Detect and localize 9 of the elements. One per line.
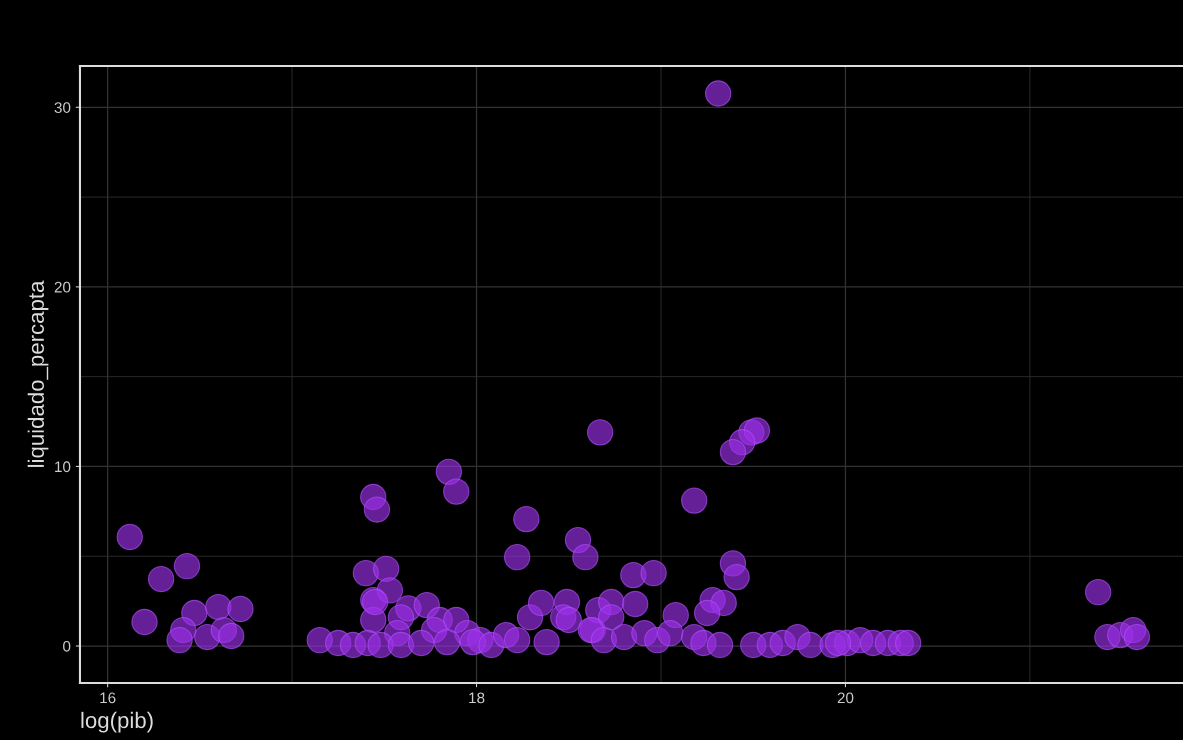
y-tick-label: 0 xyxy=(63,640,71,652)
x-tick-label: 18 xyxy=(469,692,485,704)
x-axis-title: log(pib) xyxy=(81,711,153,733)
y-tick-label: 20 xyxy=(54,281,71,293)
x-tick-label: 16 xyxy=(100,692,116,704)
y-tick-label: 30 xyxy=(54,102,71,113)
y-tick-label: 10 xyxy=(55,461,71,473)
y-axis-title: liquidado_percapta xyxy=(27,280,49,467)
x-tick-label: 20 xyxy=(837,692,854,704)
